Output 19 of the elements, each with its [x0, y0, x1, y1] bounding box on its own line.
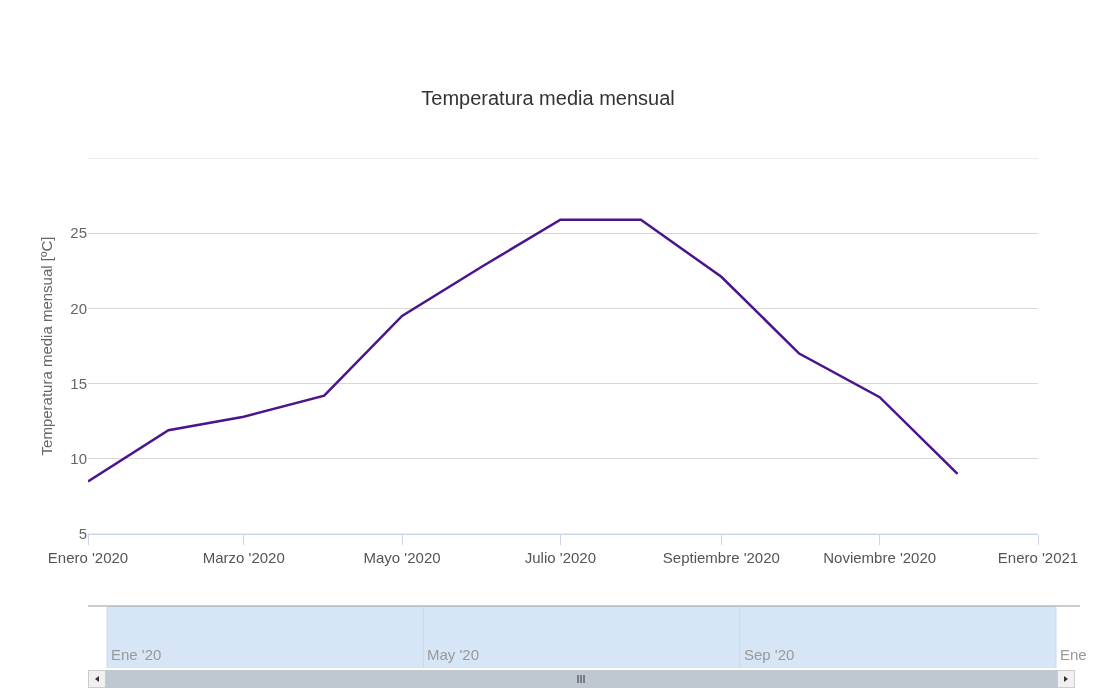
x-tick-label: Septiembre '2020	[662, 549, 780, 566]
x-tick-label: Mayo '2020	[363, 549, 441, 566]
x-tick-label: Marzo '2020	[202, 549, 285, 566]
text: Sep '20	[744, 646, 795, 663]
x-tick-label: Enero '2021	[997, 549, 1079, 566]
y-tick-label: 20	[70, 299, 87, 317]
x-tick-label: Julio '2020	[524, 549, 597, 566]
text: May '20	[427, 646, 480, 663]
y-tick-label: 10	[70, 450, 87, 468]
y-axis-title: Temperatura media mensual [ºC]	[37, 236, 55, 456]
x-tick-label: Enero '2020	[47, 549, 129, 566]
y-tick-label: 15	[70, 374, 87, 392]
text: Ene	[1060, 646, 1087, 663]
x-tick-label: Noviembre '2020	[823, 549, 937, 566]
y-tick-label: 25	[70, 224, 87, 242]
chart-title: Temperatura media mensual	[421, 87, 675, 109]
line-series	[88, 218, 959, 483]
text: Ene '20	[111, 646, 162, 663]
y-tick-label: 5	[78, 525, 87, 543]
